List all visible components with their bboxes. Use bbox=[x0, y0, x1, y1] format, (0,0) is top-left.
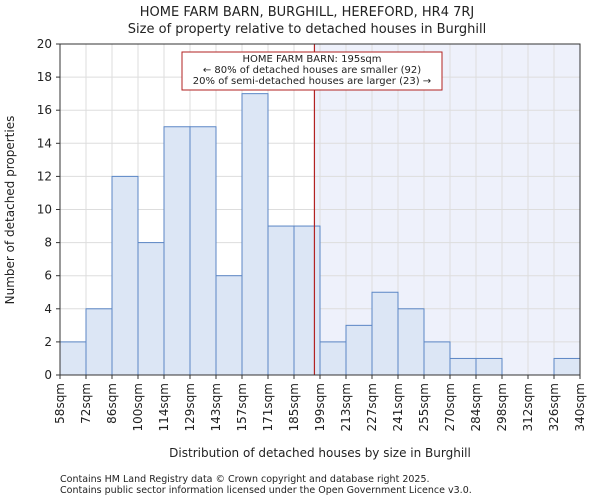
bar bbox=[163, 126, 191, 376]
x-tick-label: 157sqm bbox=[235, 383, 249, 431]
y-tick-label: 10 bbox=[37, 203, 52, 217]
y-tick-label: 14 bbox=[37, 136, 52, 150]
bar bbox=[241, 93, 269, 376]
x-tick-label: 185sqm bbox=[287, 383, 301, 431]
x-tick-label: 171sqm bbox=[261, 383, 275, 431]
bar bbox=[137, 242, 165, 376]
annotation-line-1: HOME FARM BARN: 195sqm bbox=[242, 54, 381, 65]
annotation-box: HOME FARM BARN: 195sqm ← 80% of detached… bbox=[181, 51, 443, 91]
y-tick-label: 8 bbox=[44, 236, 52, 250]
y-tick-label: 0 bbox=[44, 368, 52, 382]
x-tick-label: 284sqm bbox=[469, 383, 483, 431]
bar bbox=[423, 341, 451, 376]
x-tick-label: 241sqm bbox=[391, 383, 405, 431]
x-tick-label: 143sqm bbox=[209, 383, 223, 431]
bar bbox=[397, 308, 425, 376]
x-tick-label: 312sqm bbox=[521, 383, 535, 431]
bar bbox=[189, 126, 217, 376]
bar bbox=[319, 341, 347, 376]
bar bbox=[59, 341, 87, 376]
x-axis-label: Distribution of detached houses by size … bbox=[169, 446, 471, 460]
x-tick-label: 298sqm bbox=[495, 383, 509, 431]
annotation-line-3: 20% of semi-detached houses are larger (… bbox=[193, 76, 431, 87]
y-tick-label: 16 bbox=[37, 103, 52, 117]
x-tick-label: 213sqm bbox=[339, 383, 353, 431]
x-tick-label: 86sqm bbox=[105, 383, 119, 424]
bar bbox=[111, 175, 139, 376]
x-tick-label: 227sqm bbox=[365, 383, 379, 431]
y-tick-label: 4 bbox=[44, 302, 52, 316]
bar bbox=[475, 357, 503, 376]
x-tick-label: 72sqm bbox=[79, 383, 93, 424]
bar bbox=[345, 324, 373, 376]
bar bbox=[371, 291, 399, 376]
x-axis: 58sqm 72sqm 86sqm 100sqm 114sqm 129sqm 143sqm 1… bbox=[53, 375, 587, 431]
y-axis-label: Number of detached properties bbox=[3, 116, 17, 305]
x-tick-label: 58sqm bbox=[53, 383, 67, 424]
bars bbox=[59, 93, 581, 376]
bar bbox=[553, 357, 581, 376]
y-tick-label: 12 bbox=[37, 169, 52, 183]
footer-line-1: Contains HM Land Registry data © Crown c… bbox=[60, 474, 430, 485]
chart-title: HOME FARM BARN, BURGHILL, HEREFORD, HR4 … bbox=[140, 5, 474, 20]
x-tick-label: 326sqm bbox=[547, 383, 561, 431]
x-tick-label: 100sqm bbox=[131, 383, 145, 431]
y-tick-label: 2 bbox=[44, 335, 52, 349]
y-axis: 0 2 4 6 8 10 12 14 16 18 20 bbox=[37, 37, 60, 382]
y-tick-label: 20 bbox=[37, 37, 52, 51]
y-tick-label: 18 bbox=[37, 70, 52, 84]
x-tick-label: 114sqm bbox=[157, 383, 171, 431]
bar bbox=[293, 225, 321, 376]
x-tick-label: 340sqm bbox=[573, 383, 587, 431]
bar bbox=[215, 275, 243, 376]
bar bbox=[267, 225, 295, 376]
x-tick-label: 129sqm bbox=[183, 383, 197, 431]
x-tick-label: 199sqm bbox=[313, 383, 327, 431]
x-tick-label: 255sqm bbox=[417, 383, 431, 431]
annotation-line-2: ← 80% of detached houses are smaller (92… bbox=[203, 65, 421, 76]
x-tick-label: 270sqm bbox=[443, 383, 457, 431]
chart-subtitle: Size of property relative to detached ho… bbox=[128, 22, 486, 37]
footer-line-2: Contains public sector information licen… bbox=[60, 485, 472, 496]
annotation-border bbox=[181, 51, 443, 91]
bar bbox=[85, 308, 113, 376]
bar bbox=[449, 357, 477, 376]
y-tick-label: 6 bbox=[44, 269, 52, 283]
